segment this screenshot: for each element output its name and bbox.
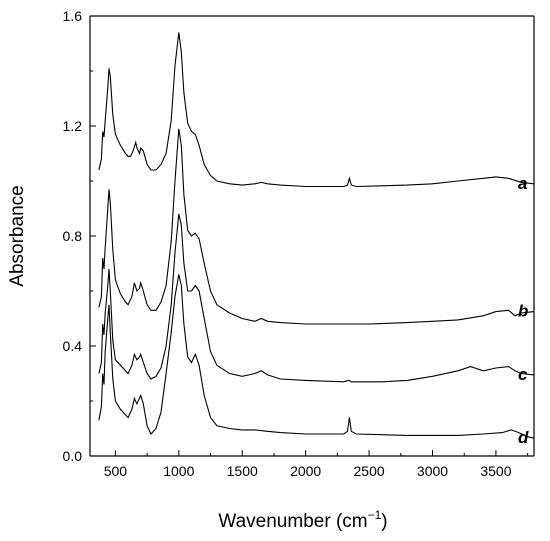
y-tick-label: 1.6 xyxy=(63,8,83,24)
x-tick-label: 2500 xyxy=(354,463,385,479)
x-axis-title-exponent: −1 xyxy=(368,508,382,522)
y-tick-label: 1.2 xyxy=(63,118,83,134)
series-label-b: b xyxy=(518,302,528,321)
y-tick-label: 0.4 xyxy=(63,338,83,354)
x-tick-label: 3500 xyxy=(480,463,511,479)
x-tick-label: 1500 xyxy=(227,463,258,479)
x-axis-title-suffix: ) xyxy=(381,511,387,532)
series-labels: a b c d xyxy=(518,174,529,447)
y-axis-ticks: 0.0 0.4 0.8 1.2 1.6 xyxy=(63,8,96,464)
y-axis-title: Absorbance xyxy=(7,185,28,286)
y-tick-label: 0.8 xyxy=(63,228,83,244)
x-tick-label: 500 xyxy=(104,463,128,479)
series-label-d: d xyxy=(518,428,529,447)
x-axis-ticks: 500 1000 1500 2000 2500 3000 3500 xyxy=(104,450,529,479)
x-axis-title: Wavenumber (cm−1) xyxy=(218,508,387,532)
series-line-c xyxy=(98,213,535,383)
x-tick-label: 3000 xyxy=(417,463,448,479)
series-line-b xyxy=(98,128,535,325)
series-lines xyxy=(98,32,535,439)
series-line-a xyxy=(98,32,535,188)
series-line-d xyxy=(98,274,535,439)
series-label-c: c xyxy=(518,365,528,384)
x-tick-label: 1000 xyxy=(163,463,194,479)
series-label-a: a xyxy=(518,174,527,193)
x-tick-label: 2000 xyxy=(290,463,321,479)
y-tick-label: 0.0 xyxy=(63,448,83,464)
